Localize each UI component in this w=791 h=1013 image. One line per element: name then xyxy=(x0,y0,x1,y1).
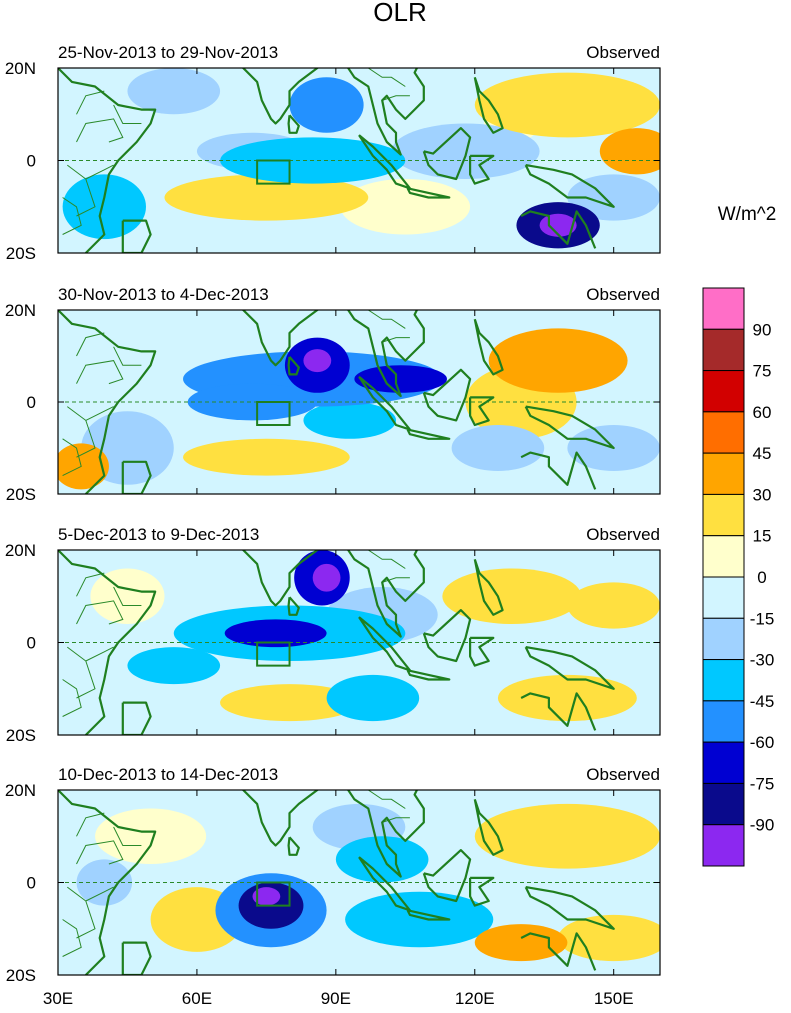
colorbar-swatch xyxy=(702,576,745,619)
coastlines xyxy=(58,310,615,494)
olr-anomaly-region xyxy=(127,647,221,685)
colorbar-label: 75 xyxy=(753,362,772,381)
olr-anomaly-region xyxy=(567,582,660,629)
olr-anomaly-region xyxy=(289,77,364,133)
colorbar-label: 60 xyxy=(753,403,772,422)
colorbar-label: -45 xyxy=(750,692,775,711)
olr-anomaly-region xyxy=(474,72,660,138)
olr-anomaly-region xyxy=(488,328,628,393)
colorbar-swatch xyxy=(702,328,745,372)
colorbar-swatch xyxy=(702,617,745,661)
olr-anomaly-region xyxy=(187,383,318,421)
coastlines xyxy=(58,68,615,253)
olr-anomaly-region xyxy=(474,924,568,962)
olr-anomaly-region xyxy=(183,438,350,476)
y-tick-label: 20N xyxy=(5,301,36,320)
colorbar-swatch xyxy=(702,493,745,537)
colorbar-label: -90 xyxy=(750,816,775,835)
colorbar-swatch xyxy=(702,741,745,784)
olr-anomaly-region xyxy=(58,443,109,490)
olr-anomaly-region xyxy=(599,128,660,175)
colorbar-label: 30 xyxy=(753,485,772,504)
y-tick-label: 20N xyxy=(5,59,36,78)
x-tick-label: 60E xyxy=(182,989,212,1008)
olr-anomaly-region xyxy=(312,563,341,592)
panel-date-range: 5-Dec-2013 to 9-Dec-2013 xyxy=(58,525,259,544)
panel-date-range: 30-Nov-2013 to 4-Dec-2013 xyxy=(58,285,269,304)
y-tick-label: 20S xyxy=(6,485,36,504)
panel-date-range: 25-Nov-2013 to 29-Nov-2013 xyxy=(58,43,278,62)
olr-anomaly-region xyxy=(164,174,369,221)
colorbar-units: W/m^2 xyxy=(718,204,777,225)
y-tick-label: 0 xyxy=(27,874,36,893)
map-panel-3: 20N 0 20S 5-Dec-2013 to 9-Dec-2013 Observed xyxy=(5,525,661,745)
olr-anomaly-region xyxy=(252,887,281,906)
olr-anomaly-region xyxy=(451,425,545,471)
olr-anomaly-region xyxy=(303,349,332,373)
olr-anomaly-region xyxy=(442,568,582,624)
olr-anomaly-region xyxy=(62,174,146,240)
colorbar-label: 15 xyxy=(753,527,772,546)
map-panel-4: 20N 0 20S 10-Dec-2013 to 14-Dec-2013 Observe… xyxy=(5,765,661,985)
olr-anomaly-region xyxy=(127,68,221,115)
colorbar-label: 90 xyxy=(753,320,772,339)
y-tick-label: 0 xyxy=(27,634,36,653)
target-region-box xyxy=(256,401,291,426)
olr-anomaly-region xyxy=(345,891,494,948)
olr-anomaly-region xyxy=(474,803,660,869)
y-tick-label: 20N xyxy=(5,781,36,800)
panel-tag: Observed xyxy=(586,285,660,304)
panel-tag: Observed xyxy=(586,43,660,62)
olr-anomaly-region xyxy=(558,914,660,962)
map-panel-2: 20N 0 20S 30-Nov-2013 to 4-Dec-2013 Observed xyxy=(5,285,661,504)
olr-anomaly-region xyxy=(95,808,207,864)
colorbar-swatch xyxy=(702,452,745,495)
olr-anomaly-region xyxy=(340,179,471,235)
olr-anomaly-region xyxy=(303,402,397,439)
colorbar-swatch xyxy=(702,287,745,330)
colorbar: 90 75 60 45 30 15 0 -15 -30 -45 -60 -75 -90 xyxy=(702,287,775,867)
colorbar-swatch xyxy=(702,535,745,578)
olr-anomaly-region xyxy=(76,859,133,906)
y-tick-label: 20S xyxy=(6,726,36,745)
coastlines xyxy=(58,790,615,975)
x-tick-label: 150E xyxy=(594,989,634,1008)
colorbar-swatch xyxy=(702,659,745,702)
colorbar-label: 45 xyxy=(753,444,772,463)
y-tick-label: 20S xyxy=(6,966,36,985)
colorbar-label: 0 xyxy=(757,568,766,587)
x-tick-label: 90E xyxy=(321,989,351,1008)
y-tick-label: 20S xyxy=(6,244,36,263)
colorbar-swatch xyxy=(702,782,745,826)
figure-title: OLR xyxy=(373,0,426,27)
olr-anomaly-region xyxy=(326,674,420,722)
panel-tag: Observed xyxy=(586,525,660,544)
olr-anomaly-region xyxy=(220,684,359,722)
colorbar-swatch xyxy=(702,370,745,413)
colorbar-swatch xyxy=(702,824,745,867)
olr-anomaly-region xyxy=(497,674,637,722)
olr-anomaly-region xyxy=(354,365,447,393)
colorbar-swatch xyxy=(702,411,745,454)
target-region-box xyxy=(256,641,291,667)
map-panel-1: 20N 0 20S 25-Nov-2013 to 29-Nov-2013 Observe… xyxy=(5,43,661,263)
colorbar-label: -30 xyxy=(750,651,775,670)
x-tick-label: 30E xyxy=(43,989,73,1008)
target-region-box xyxy=(256,159,291,185)
panel-date-range: 10-Dec-2013 to 14-Dec-2013 xyxy=(58,765,278,784)
olr-anomaly-region xyxy=(335,836,429,883)
y-tick-label: 0 xyxy=(27,393,36,412)
colorbar-label: -75 xyxy=(750,774,775,793)
colorbar-label: -15 xyxy=(750,609,775,628)
y-tick-label: 0 xyxy=(27,152,36,171)
y-tick-label: 20N xyxy=(5,541,36,560)
panel-tag: Observed xyxy=(586,765,660,784)
olr-anomaly-region xyxy=(224,619,327,648)
x-tick-label: 120E xyxy=(455,989,495,1008)
coastlines xyxy=(58,550,615,735)
colorbar-label: -60 xyxy=(750,733,775,752)
colorbar-swatch xyxy=(702,700,745,743)
target-region-box xyxy=(256,881,291,907)
